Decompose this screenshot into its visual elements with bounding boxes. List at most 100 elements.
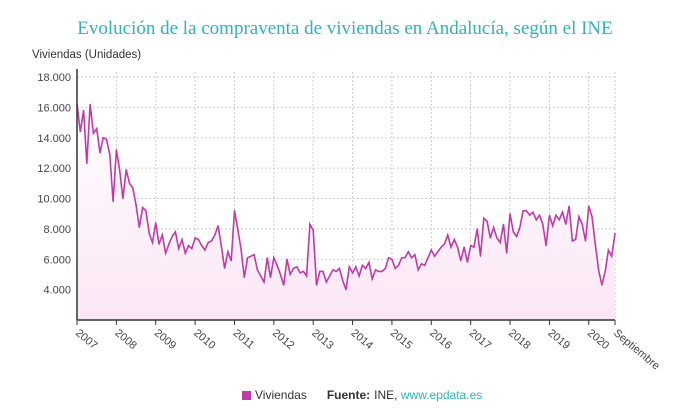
data-point xyxy=(266,257,268,259)
data-point xyxy=(99,152,101,154)
data-point xyxy=(361,264,364,266)
data-point xyxy=(194,237,196,239)
x-tick-label: 2014 xyxy=(349,327,375,352)
data-point xyxy=(388,257,390,259)
data-point xyxy=(142,207,144,209)
data-point xyxy=(348,266,350,268)
data-point xyxy=(164,252,167,254)
data-point xyxy=(548,214,550,216)
data-point xyxy=(260,275,262,277)
x-tick-label: 2016 xyxy=(427,327,453,352)
data-point xyxy=(269,276,272,279)
y-tick-label: 10.000 xyxy=(37,194,71,206)
data-point xyxy=(588,205,590,207)
data-point xyxy=(483,217,485,219)
data-point xyxy=(332,269,334,271)
data-point xyxy=(411,257,413,259)
data-point xyxy=(263,281,265,283)
data-point xyxy=(450,246,452,248)
data-point xyxy=(178,248,180,250)
data-point xyxy=(312,229,314,231)
source-text: INE, xyxy=(374,388,398,402)
data-point xyxy=(155,222,157,224)
data-point xyxy=(128,182,131,184)
y-tick-label: 6.000 xyxy=(43,254,71,266)
data-point xyxy=(453,238,455,241)
data-point xyxy=(138,226,140,228)
data-point xyxy=(456,246,459,248)
data-point xyxy=(233,210,236,212)
data-point xyxy=(302,270,304,272)
data-point xyxy=(132,187,134,189)
data-point xyxy=(525,210,528,212)
data-point xyxy=(240,248,242,250)
data-point xyxy=(105,138,108,140)
data-point xyxy=(276,264,278,266)
data-point xyxy=(502,223,505,225)
data-point xyxy=(187,244,190,247)
data-point xyxy=(345,289,347,291)
data-point xyxy=(555,214,557,216)
data-point xyxy=(148,232,150,235)
chart-title: Evolución de la compraventa de viviendas… xyxy=(77,18,613,39)
data-point xyxy=(368,261,370,263)
source-label: Fuente: xyxy=(326,388,371,402)
data-point xyxy=(338,267,341,269)
x-tick-label: 2010 xyxy=(191,327,217,352)
data-point xyxy=(371,278,373,280)
data-point xyxy=(289,273,291,276)
x-tick-label: 2012 xyxy=(270,327,296,352)
y-tick-label: 8.000 xyxy=(43,224,71,236)
data-point xyxy=(535,219,537,221)
data-point xyxy=(473,246,475,248)
data-point xyxy=(256,269,259,271)
data-point xyxy=(358,275,360,277)
data-point xyxy=(273,257,275,259)
data-point xyxy=(378,270,380,272)
data-point xyxy=(463,246,465,248)
data-point xyxy=(135,203,137,206)
data-point xyxy=(151,241,154,244)
data-point xyxy=(115,149,117,151)
data-point xyxy=(489,237,491,239)
data-point xyxy=(424,264,426,266)
data-point xyxy=(466,261,468,263)
data-point xyxy=(414,254,416,256)
data-point xyxy=(604,270,606,272)
data-point xyxy=(161,234,163,236)
y-axis-label: Viviendas (Unidades) xyxy=(32,49,142,61)
data-point xyxy=(404,257,406,259)
source-link[interactable]: www.epdata.es xyxy=(400,388,483,402)
data-point xyxy=(315,284,318,286)
data-point xyxy=(427,257,429,259)
data-point xyxy=(224,267,226,269)
data-point xyxy=(214,234,216,236)
data-point xyxy=(174,231,177,233)
data-point xyxy=(181,238,183,241)
data-point xyxy=(391,258,393,260)
data-point xyxy=(355,266,357,268)
data-point xyxy=(437,251,439,253)
data-point xyxy=(243,276,245,279)
y-tick-label: 16.000 xyxy=(37,102,71,114)
data-point xyxy=(509,213,511,215)
data-point xyxy=(614,232,616,235)
data-point xyxy=(109,153,111,156)
data-point xyxy=(601,284,603,286)
data-point xyxy=(542,223,544,225)
x-tick-label: 2019 xyxy=(545,327,571,352)
data-point xyxy=(561,211,564,213)
data-point xyxy=(86,162,88,165)
data-point xyxy=(342,279,344,282)
data-point xyxy=(227,251,229,253)
x-tick-label: 2015 xyxy=(388,327,414,352)
data-point xyxy=(397,264,400,266)
legend-label: Viviendas xyxy=(255,388,307,402)
data-point xyxy=(246,257,249,259)
data-point xyxy=(125,169,127,171)
data-point xyxy=(565,223,567,225)
data-point xyxy=(575,238,577,241)
data-point xyxy=(597,269,600,271)
data-point xyxy=(79,131,81,133)
